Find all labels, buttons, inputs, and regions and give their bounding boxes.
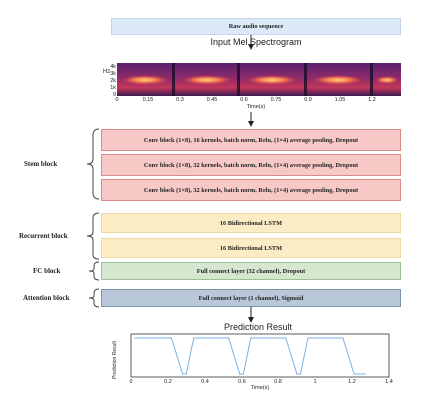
- spectrogram-xtick: 0.75: [270, 97, 282, 103]
- fc-block: Full connect layer (32 channel), Dropout: [101, 262, 401, 280]
- attention-block-content: Full connect layer (1 channel), Sigmoid: [198, 294, 304, 302]
- prediction-point: [342, 337, 344, 339]
- conv-block-2: Conv block (1×8), 32 kernels, batch norm…: [101, 154, 401, 176]
- prediction-point: [299, 373, 302, 375]
- prediction-xtick: 0.6: [238, 379, 246, 385]
- attention-block-label: Attention block: [23, 294, 70, 302]
- fc-block-label: FC block: [33, 267, 61, 275]
- spectrogram-ytick: 0: [112, 92, 116, 98]
- prediction-xtick: 1: [313, 379, 317, 385]
- spectrogram-xtick: 0.9: [304, 97, 312, 103]
- spectrogram-xtick: 1.2: [368, 97, 376, 103]
- prediction-point: [364, 373, 366, 375]
- prediction-xtick: 1.2: [348, 379, 356, 385]
- spectrogram-xtick: 1.05: [334, 97, 346, 103]
- prediction-point: [357, 373, 359, 375]
- fc-brace: [88, 261, 100, 281]
- spectrogram-ytick: 2k: [110, 78, 116, 84]
- prediction-point: [250, 337, 252, 339]
- prediction-point: [296, 373, 298, 375]
- spectrogram-xtick: 0: [115, 97, 119, 103]
- spectrogram-ylabel: Hz: [103, 69, 111, 75]
- prediction-point: [307, 337, 309, 339]
- recurrent-brace: [86, 212, 100, 260]
- prediction-plot-frame: [130, 333, 390, 378]
- spectrogram-ytick: 1k: [110, 85, 116, 91]
- prediction-point: [170, 337, 173, 339]
- spectrogram-ytick: 4k: [110, 64, 116, 70]
- prediction-xtick: 0.4: [201, 379, 209, 385]
- spectrogram-xlabel: Time(s): [246, 104, 266, 110]
- prediction-point: [228, 337, 230, 339]
- prediction-xtick: 0.8: [274, 379, 282, 385]
- stem-block-label: Stem block: [24, 160, 58, 168]
- recurrent-block-label: Recurrent block: [19, 232, 68, 240]
- prediction-title: Prediction Result: [223, 322, 293, 332]
- prediction-point: [182, 373, 184, 375]
- conv-block-1-label: Conv block (1×8), 16 kernels, batch norm…: [143, 136, 359, 144]
- stem-brace: [86, 128, 100, 200]
- conv-block-3-label: Conv block (1×8), 32 kernels, batch norm…: [143, 186, 359, 194]
- prediction-point: [134, 337, 136, 339]
- prediction-point: [193, 337, 195, 339]
- prediction-point: [185, 373, 187, 375]
- fc-block-content: Full connect layer (32 channel), Dropout: [196, 267, 306, 275]
- spectrogram-xtick: 0.45: [206, 97, 218, 103]
- lstm-block-1-label: 16 Bidirectional LSTM: [219, 219, 283, 227]
- conv-block-1: Conv block (1×8), 16 kernels, batch norm…: [101, 129, 401, 151]
- spectrogram-title: Input Mel Spectrogram: [210, 37, 302, 47]
- prediction-xlabel: Time(s): [250, 385, 270, 391]
- attention-brace: [88, 288, 100, 308]
- prediction-xtick: 1.4: [385, 379, 393, 385]
- raw-audio-box: Raw audio sequence: [111, 18, 401, 35]
- attention-block: Full connect layer (1 channel), Sigmoid: [101, 289, 401, 307]
- conv-block-3: Conv block (1×8), 32 kernels, batch norm…: [101, 179, 401, 201]
- spectrogram-image: [117, 63, 401, 96]
- prediction-point: [242, 373, 244, 375]
- spectrogram-ytick: 3k: [110, 71, 116, 77]
- spectrogram-xtick: 0.6: [240, 97, 248, 103]
- lstm-block-2-label: 16 Bidirectional LSTM: [219, 244, 283, 252]
- lstm-block-1: 16 Bidirectional LSTM: [101, 213, 401, 233]
- lstm-block-2: 16 Bidirectional LSTM: [101, 238, 401, 258]
- conv-block-2-label: Conv block (1×8), 32 kernels, batch norm…: [143, 161, 359, 169]
- prediction-point: [285, 337, 287, 339]
- prediction-point: [239, 373, 241, 375]
- prediction-point: [353, 373, 355, 375]
- prediction-xtick: 0.2: [164, 379, 172, 385]
- raw-audio-label: Raw audio sequence: [228, 23, 284, 30]
- prediction-xtick: 0: [129, 379, 133, 385]
- spectrogram-xtick: 0.3: [176, 97, 184, 103]
- spectrogram-xtick: 0.15: [142, 97, 154, 103]
